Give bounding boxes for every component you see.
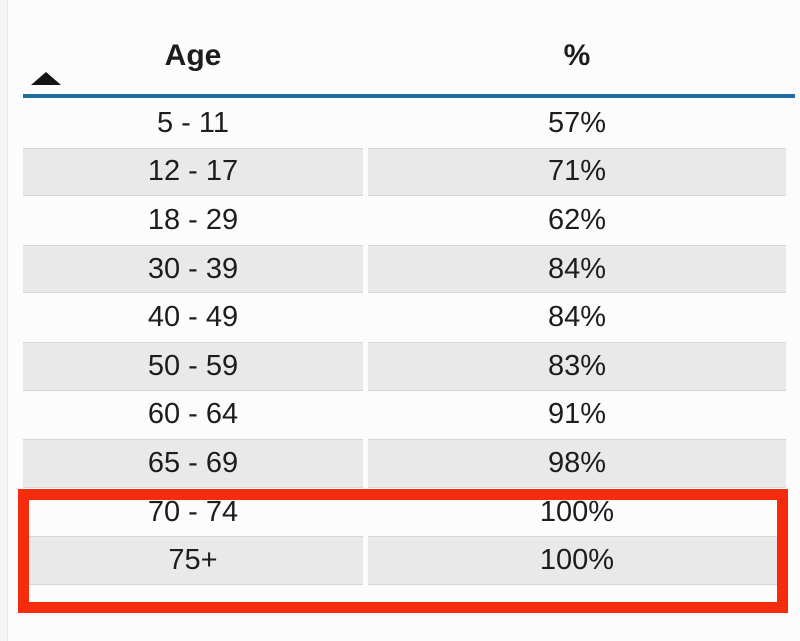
age-cell[interactable]: 40 - 49	[147, 301, 239, 334]
age-cell[interactable]: 50 - 59	[23, 341, 363, 391]
age-cell[interactable]: 70 - 74	[147, 495, 239, 528]
age-cell[interactable]: 5 - 11	[156, 106, 229, 139]
header-underline	[23, 94, 795, 98]
pct-cell[interactable]: 100%	[539, 495, 615, 528]
table-row[interactable]: 65 - 69 98%	[23, 439, 786, 488]
age-cell[interactable]: 75+	[23, 536, 363, 585]
table-row[interactable]: 18 - 29 62%	[23, 196, 786, 245]
pct-cell[interactable]: 71%	[368, 147, 786, 197]
table-row[interactable]: 30 - 39 84%	[23, 244, 786, 294]
table-row-highlighted[interactable]: 70 - 74 100%	[23, 488, 786, 537]
table-row-highlighted[interactable]: 75+ 100%	[23, 536, 786, 585]
column-header-percent[interactable]: %	[563, 38, 591, 72]
age-cell[interactable]: 18 - 29	[147, 203, 239, 236]
table-header-row: Age %	[23, 0, 795, 99]
table-row[interactable]: 40 - 49 84%	[23, 293, 786, 342]
column-header-age[interactable]: Age	[164, 38, 222, 72]
table-row[interactable]: 5 - 11 57%	[23, 99, 786, 148]
pct-cell[interactable]: 100%	[368, 536, 786, 585]
pct-cell[interactable]: 98%	[368, 439, 786, 488]
age-cell[interactable]: 65 - 69	[23, 439, 363, 488]
age-cell[interactable]: 60 - 64	[147, 398, 239, 431]
pct-cell[interactable]: 84%	[368, 244, 786, 294]
table-body: 5 - 11 57% 12 - 17 71% 18 - 29 62% 30 - …	[23, 99, 786, 585]
age-percentage-table: Age % 5 - 11 57% 12 - 17 71% 18 - 29 62%…	[23, 0, 795, 585]
table-row[interactable]: 12 - 17 71%	[23, 147, 786, 197]
pct-cell[interactable]: 84%	[547, 301, 607, 334]
pct-cell[interactable]: 83%	[368, 341, 786, 391]
table-row[interactable]: 60 - 64 91%	[23, 391, 786, 440]
table-row[interactable]: 50 - 59 83%	[23, 341, 786, 391]
pct-cell[interactable]: 57%	[547, 106, 607, 139]
pct-cell[interactable]: 62%	[547, 203, 607, 236]
age-cell[interactable]: 12 - 17	[23, 147, 363, 197]
age-cell[interactable]: 30 - 39	[23, 244, 363, 294]
pct-cell[interactable]: 91%	[547, 398, 607, 431]
sort-ascending-icon[interactable]	[31, 72, 61, 85]
page-edge-strip	[0, 0, 8, 641]
